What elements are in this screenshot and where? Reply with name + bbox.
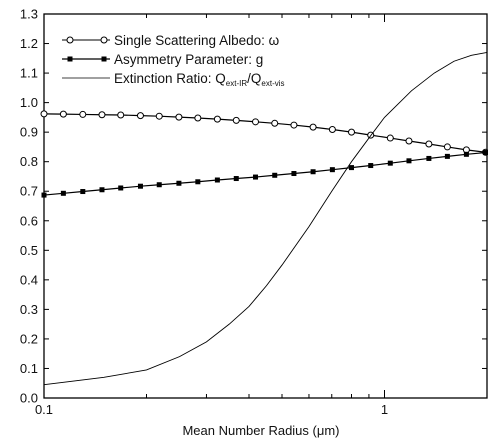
y-tick-label: 0.7 — [20, 184, 38, 199]
x-axis-label: Mean Number Radius (μm) — [182, 423, 339, 438]
y-tick-label: 0.8 — [20, 154, 38, 169]
data-point-asymmetry — [444, 153, 450, 159]
data-point-albedo — [290, 121, 298, 129]
data-point-albedo — [232, 116, 240, 124]
series-extinction — [43, 51, 488, 386]
legend-label-asymmetry: Asymmetry Parameter: g — [114, 52, 263, 67]
y-tick-label: 0.0 — [20, 391, 38, 406]
data-point-albedo — [252, 118, 260, 126]
data-point-asymmetry — [214, 177, 220, 183]
legend-label-extinction-main: Extinction Ratio: Q — [114, 71, 226, 86]
data-point-albedo — [405, 137, 413, 145]
data-point-albedo — [271, 119, 279, 127]
data-point-asymmetry — [80, 189, 86, 195]
data-point-asymmetry — [41, 192, 47, 198]
legend-item-albedo: Single Scattering Albedo: ω — [62, 33, 279, 48]
data-point-albedo — [136, 112, 144, 120]
data-point-asymmetry — [368, 163, 374, 169]
data-point-albedo — [386, 134, 394, 142]
data-point-asymmetry — [156, 182, 162, 188]
series-layer — [40, 51, 488, 386]
data-point-asymmetry — [310, 169, 316, 175]
legend-item-extinction: Extinction Ratio: Qext-IR/Qext-vis — [62, 71, 285, 88]
data-point-albedo — [328, 125, 336, 133]
series-line-extinction — [43, 51, 488, 386]
legend-label-extinction-sub2: ext-vis — [261, 79, 284, 88]
data-point-asymmetry — [195, 179, 201, 185]
data-point-asymmetry — [291, 171, 297, 177]
data-point-albedo — [79, 110, 87, 118]
data-point-asymmetry — [99, 187, 105, 193]
y-tick-label: 1.1 — [20, 66, 38, 81]
data-point-albedo — [117, 111, 125, 119]
data-point-albedo — [98, 111, 106, 119]
data-point-albedo — [213, 115, 221, 123]
data-point-asymmetry — [483, 150, 488, 156]
legend-label-extinction: Extinction Ratio: Qext-IR/Qext-vis — [114, 71, 285, 88]
plot-border — [43, 13, 488, 399]
plot-frame — [43, 13, 488, 399]
y-tick-label: 1.2 — [20, 36, 38, 51]
y-tick-label: 0.1 — [20, 361, 38, 376]
y-tick-label: 1.3 — [20, 7, 38, 22]
data-point-albedo — [348, 128, 356, 136]
series-line-albedo — [43, 113, 486, 153]
y-tick-label: 0.4 — [20, 272, 38, 287]
data-point-asymmetry — [406, 158, 412, 164]
series-albedo — [40, 110, 488, 156]
data-point-asymmetry — [387, 160, 393, 166]
data-point-albedo — [425, 140, 433, 148]
data-point-asymmetry — [233, 176, 239, 182]
data-point-albedo — [175, 113, 183, 121]
y-tick-label: 0.9 — [20, 125, 38, 140]
axis-ticks: 0.00.10.20.30.40.50.60.70.80.91.01.11.21… — [20, 7, 488, 417]
data-point-asymmetry — [118, 185, 124, 191]
y-tick-label: 0.6 — [20, 213, 38, 228]
y-tick-label: 1.0 — [20, 95, 38, 110]
data-point-asymmetry — [329, 167, 335, 173]
legend-swatch-asymmetry-marker-left — [67, 56, 73, 62]
data-point-albedo — [194, 114, 202, 122]
series-line-asymmetry — [43, 151, 486, 196]
legend-item-asymmetry: Asymmetry Parameter: g — [62, 52, 263, 67]
data-point-asymmetry — [463, 151, 469, 157]
legend-swatch-albedo-marker-left — [66, 36, 74, 44]
x-tick-label: 0.1 — [35, 402, 53, 417]
data-point-albedo — [59, 110, 67, 118]
data-point-asymmetry — [253, 174, 259, 180]
data-point-asymmetry — [272, 172, 278, 178]
legend-swatch-asymmetry-marker-right — [101, 56, 107, 62]
legend: Single Scattering Albedo: ω Asymmetry Pa… — [62, 33, 285, 88]
data-point-asymmetry — [426, 155, 432, 161]
legend-label-albedo: Single Scattering Albedo: ω — [114, 33, 279, 48]
y-tick-label: 0.2 — [20, 331, 38, 346]
data-point-asymmetry — [137, 183, 143, 189]
series-asymmetry — [41, 150, 488, 198]
data-point-asymmetry — [60, 190, 66, 196]
data-point-albedo — [309, 123, 317, 131]
data-point-albedo — [443, 143, 451, 151]
legend-label-extinction-sub1: ext-IR — [226, 79, 248, 88]
data-point-albedo — [155, 112, 163, 120]
data-point-asymmetry — [349, 165, 355, 171]
legend-swatch-albedo-marker-right — [100, 36, 108, 44]
data-point-albedo — [40, 110, 48, 118]
legend-label-extinction-slash: /Q — [247, 71, 261, 86]
data-point-asymmetry — [176, 180, 182, 186]
y-tick-label: 0.3 — [20, 302, 38, 317]
y-tick-label: 0.5 — [20, 243, 38, 258]
x-tick-label: 1 — [381, 402, 388, 417]
